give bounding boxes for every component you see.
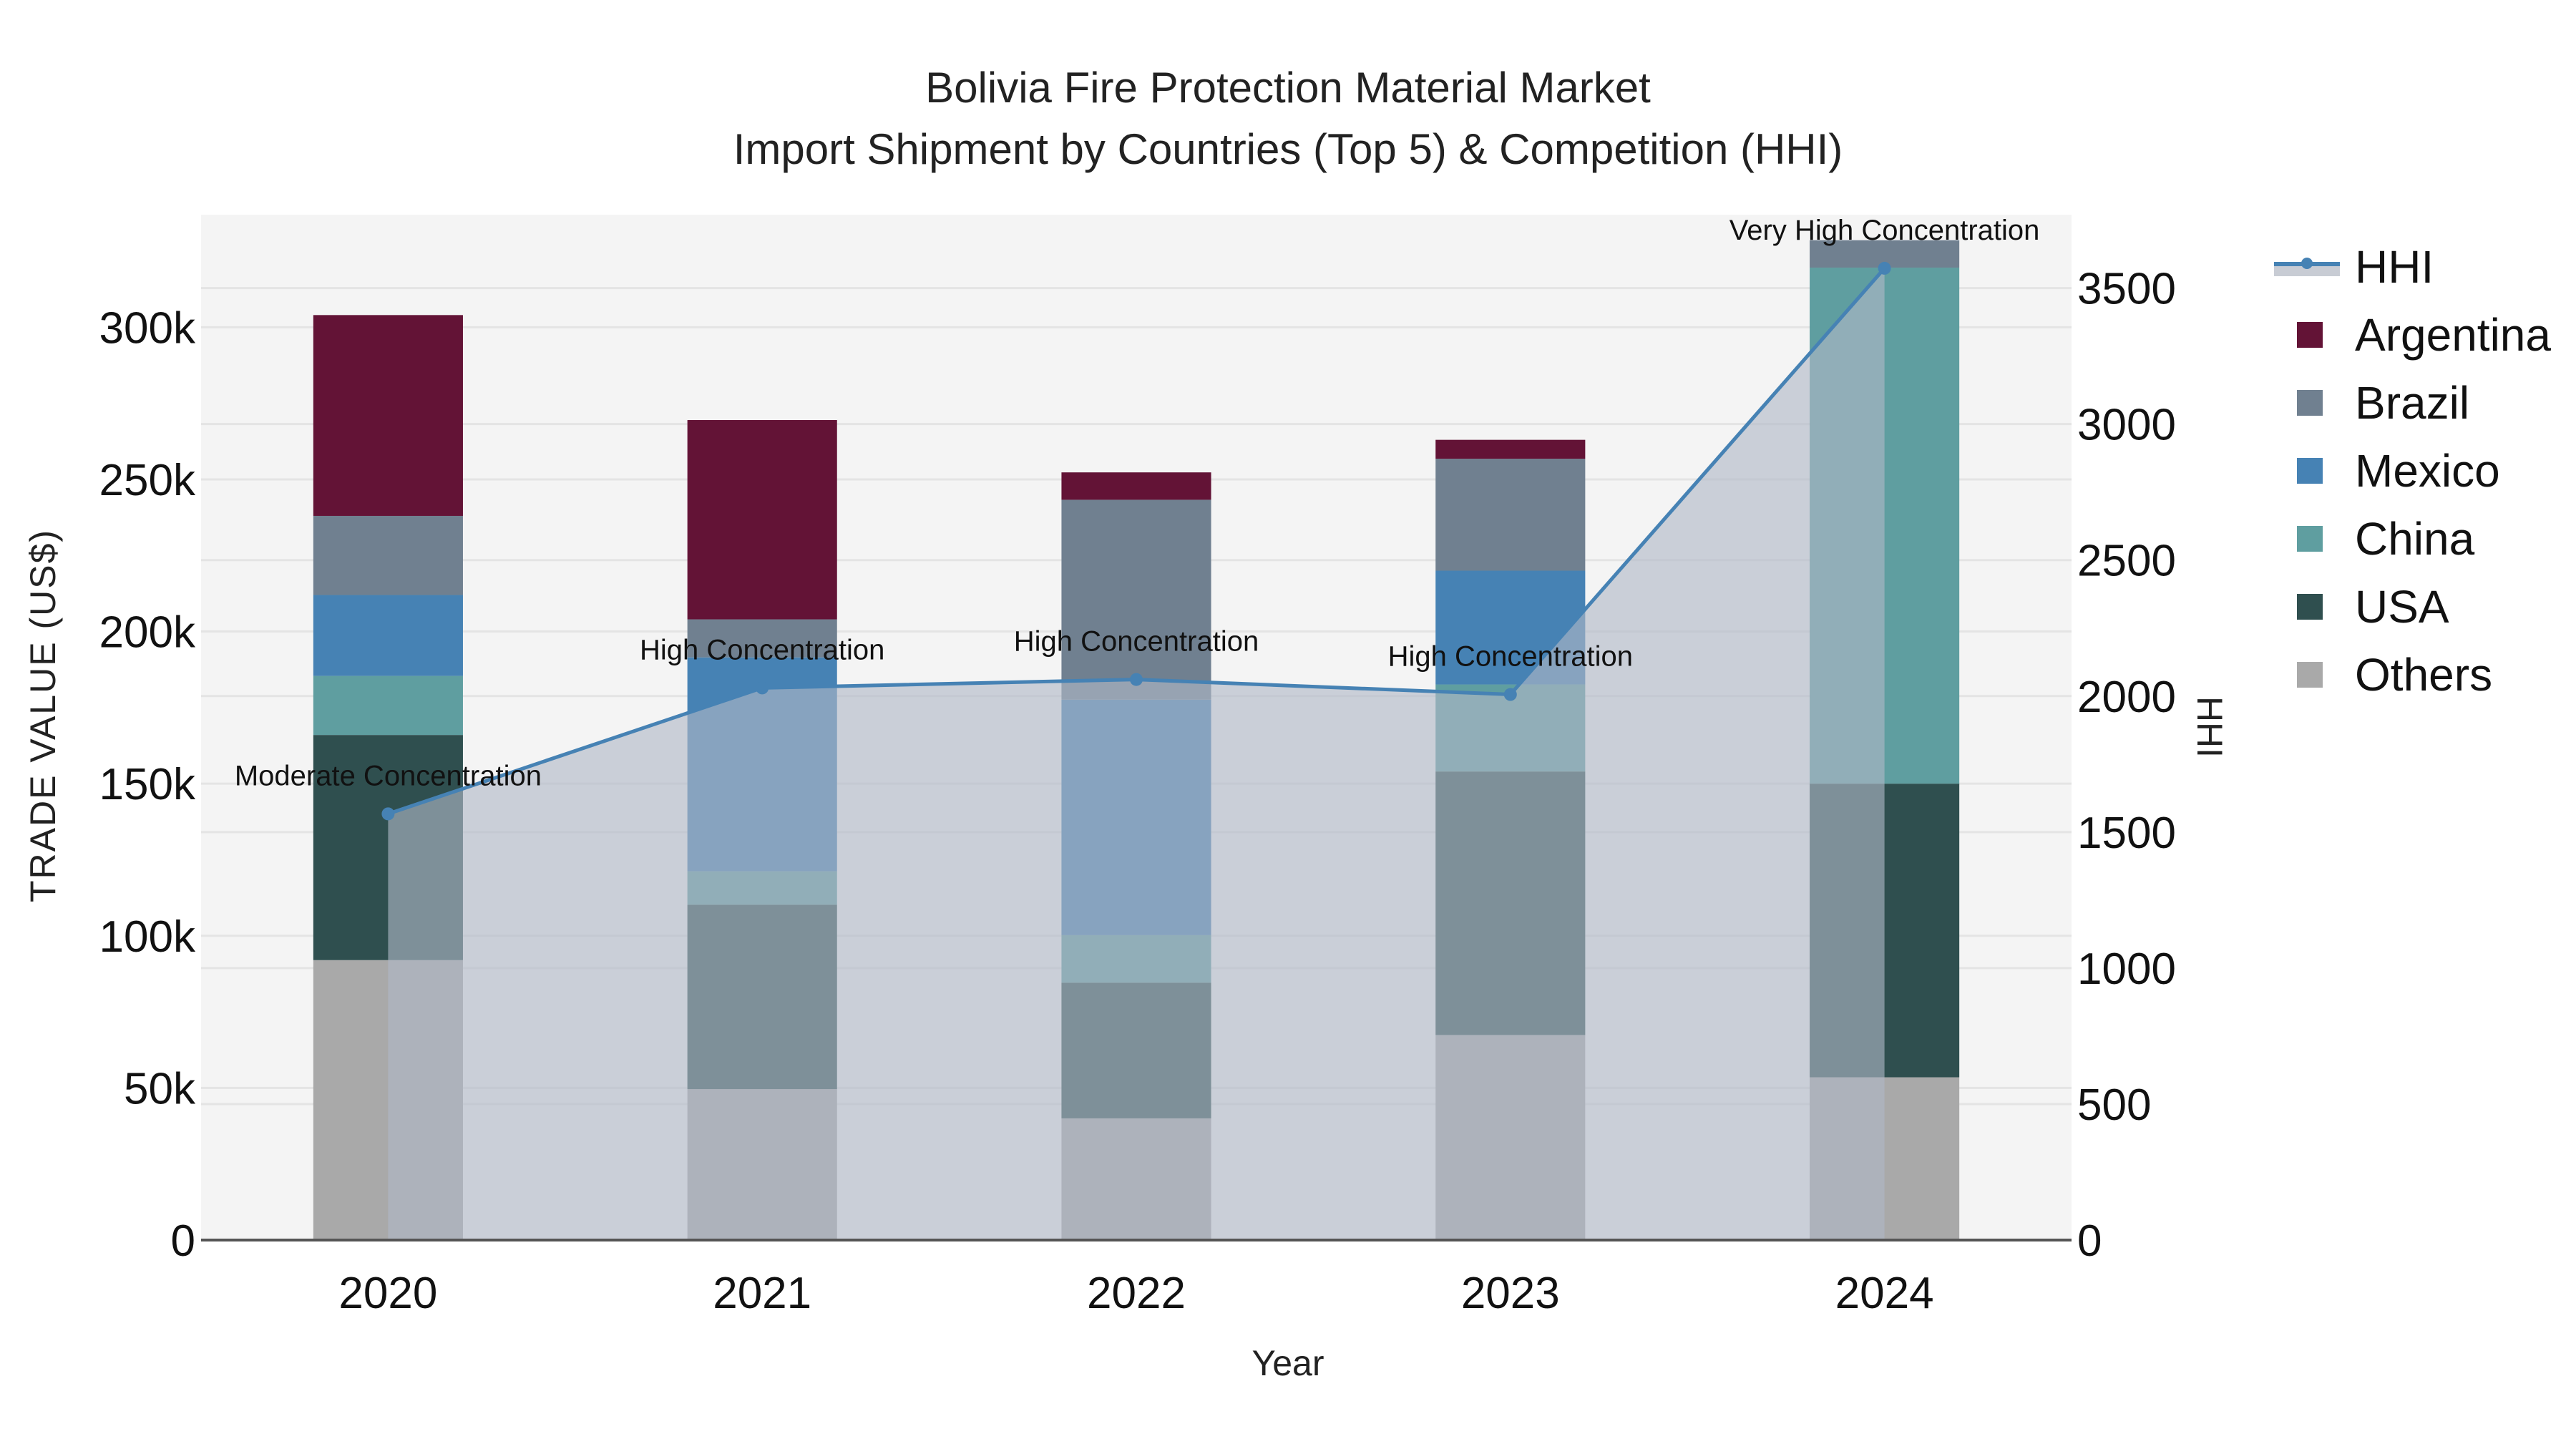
legend-item-mexico[interactable]: Mexico xyxy=(2268,436,2551,504)
bar-segment-brazil[interactable] xyxy=(313,515,463,595)
bar-segment-mexico[interactable] xyxy=(313,595,463,676)
line-marker-icon xyxy=(2274,257,2340,276)
bar-segment-china[interactable] xyxy=(313,675,463,736)
y2-tick-label: 1000 xyxy=(2077,945,2176,994)
hhi-annotation: Moderate Concentration xyxy=(235,760,542,791)
y2-tick-label: 2500 xyxy=(2077,537,2176,586)
bar-segment-argentina[interactable] xyxy=(313,315,463,516)
square-swatch-icon xyxy=(2297,525,2323,552)
hhi-annotation: High Concentration xyxy=(640,634,884,665)
hhi-point[interactable] xyxy=(756,681,769,695)
hhi-point[interactable] xyxy=(1878,261,1891,275)
y2-tick-label: 3000 xyxy=(2077,401,2176,450)
y-tick-label: 50k xyxy=(124,1064,196,1113)
y-tick-label: 100k xyxy=(99,912,196,962)
legend-label: USA xyxy=(2355,580,2449,633)
x-axis-label: Year xyxy=(1252,1343,1324,1383)
hhi-point[interactable] xyxy=(1130,673,1143,686)
legend-item-usa[interactable]: USA xyxy=(2268,572,2551,640)
legend-item-china[interactable]: China xyxy=(2268,504,2551,572)
hhi-annotation: Very High Concentration xyxy=(1729,215,2040,246)
bar-segment-brazil[interactable] xyxy=(687,619,837,658)
bar-segment-brazil[interactable] xyxy=(1061,499,1211,700)
y2-tick-label: 500 xyxy=(2077,1080,2151,1130)
x-tick-label: 2022 xyxy=(1087,1269,1186,1318)
legend: HHI Argentina Brazil Mexico China USA Ot… xyxy=(2268,233,2551,708)
legend-item-hhi[interactable]: HHI xyxy=(2268,233,2551,301)
x-tick-label: 2024 xyxy=(1835,1269,1934,1318)
hhi-point[interactable] xyxy=(381,807,395,821)
hhi-area xyxy=(388,268,1885,1241)
bar-segment-argentina[interactable] xyxy=(1435,439,1586,459)
y-tick-label: 250k xyxy=(99,456,196,505)
y-axis-label: TRADE VALUE (US$) xyxy=(23,528,63,903)
legend-item-brazil[interactable]: Brazil xyxy=(2268,369,2551,436)
y-tick-label: 0 xyxy=(171,1216,195,1266)
chart-subtitle: Import Shipment by Countries (Top 5) & C… xyxy=(733,125,1843,173)
square-swatch-icon xyxy=(2297,457,2323,484)
legend-label: Argentina xyxy=(2355,308,2551,361)
legend-label: Brazil xyxy=(2355,376,2470,429)
x-tick-label: 2021 xyxy=(713,1269,811,1318)
legend-item-others[interactable]: Others xyxy=(2268,640,2551,708)
hhi-annotation: High Concentration xyxy=(1388,641,1633,673)
square-swatch-icon xyxy=(2297,593,2323,620)
bar-segment-argentina[interactable] xyxy=(687,420,837,620)
y-tick-label: 200k xyxy=(99,608,196,658)
y2-tick-label: 2000 xyxy=(2077,673,2176,722)
bar-segment-argentina[interactable] xyxy=(1061,472,1211,500)
x-tick-label: 2023 xyxy=(1461,1269,1560,1318)
y-tick-label: 300k xyxy=(99,303,196,353)
legend-item-argentina[interactable]: Argentina xyxy=(2268,301,2551,369)
y2-tick-label: 0 xyxy=(2077,1216,2102,1266)
bar-segment-brazil[interactable] xyxy=(1435,459,1586,571)
square-swatch-icon xyxy=(2297,661,2323,688)
y2-tick-label: 3500 xyxy=(2077,265,2176,314)
y2-tick-label: 1500 xyxy=(2077,809,2176,858)
square-swatch-icon xyxy=(2297,389,2323,416)
legend-label: China xyxy=(2355,512,2475,565)
hhi-point[interactable] xyxy=(1503,688,1517,701)
chart-title: Bolivia Fire Protection Material Market xyxy=(925,64,1651,112)
square-swatch-icon xyxy=(2297,321,2323,348)
y-tick-label: 150k xyxy=(99,760,196,809)
hhi-annotation: High Concentration xyxy=(1014,626,1259,658)
legend-label: Others xyxy=(2355,648,2493,701)
y2-axis-label: HHI xyxy=(2190,696,2230,758)
legend-label: HHI xyxy=(2355,240,2434,293)
x-tick-label: 2020 xyxy=(338,1269,437,1318)
legend-label: Mexico xyxy=(2355,444,2500,497)
